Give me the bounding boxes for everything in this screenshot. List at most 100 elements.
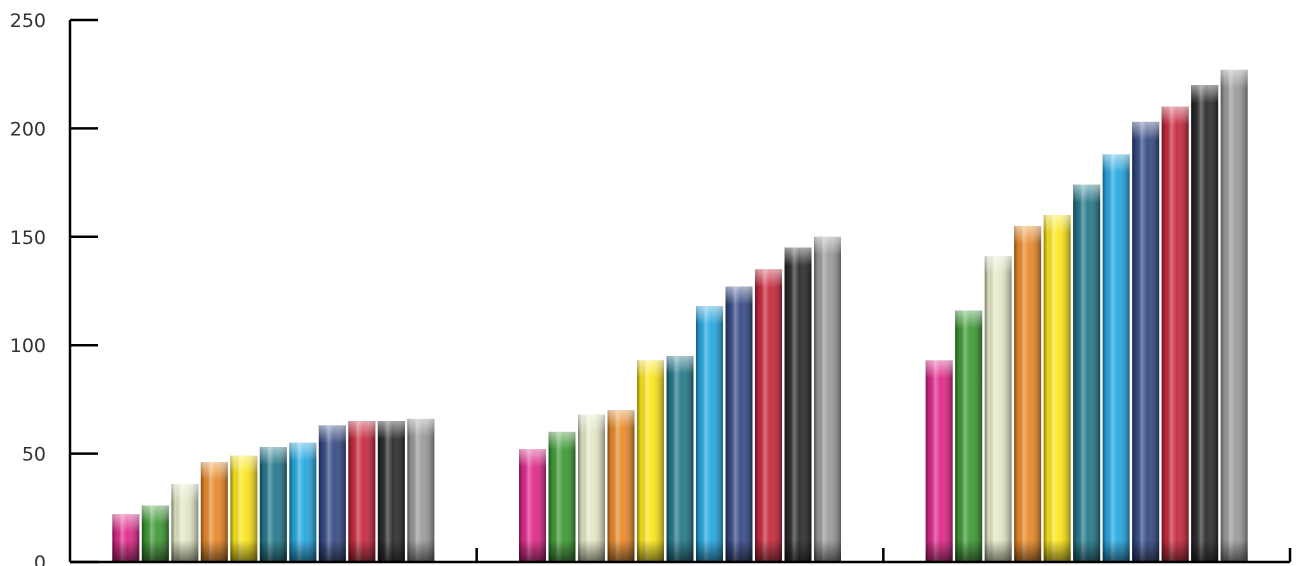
y-tick-label: 100 [10,335,46,357]
bar [666,356,694,562]
bar-top-gloss [814,236,841,255]
bar-top-gloss [377,421,405,440]
bar-sheen [377,421,405,562]
bar [755,269,782,562]
y-tick-label: 200 [10,118,46,140]
bar [814,236,841,563]
bar-top-gloss [407,418,435,437]
bar [200,462,228,562]
bar-sheen [814,236,841,563]
bar-base-shade [1014,540,1042,562]
bar [407,418,435,562]
bar [1073,184,1101,562]
bar-base-shade [955,540,983,562]
bar-base-shade [171,540,199,562]
bar [318,425,346,562]
bar-top-gloss [755,269,782,288]
bar [1161,106,1189,562]
bar [1043,215,1071,562]
bar-base-shade [230,540,258,562]
bar-sheen [755,269,782,562]
bar [984,256,1012,562]
bar-top-gloss [1220,69,1248,88]
bar-top-gloss [519,449,546,468]
bar-top-gloss [955,310,983,329]
bar-base-shade [984,540,1012,562]
bar-top-gloss [984,256,1012,275]
bar [171,483,199,562]
bar-top-gloss [666,356,694,375]
bar [348,421,376,562]
bar-sheen [666,356,694,562]
bar-sheen [984,256,1012,562]
bar-base-shade [407,540,435,562]
bar-sheen [348,421,376,562]
y-tick-label: 150 [10,227,46,249]
bar [230,455,258,562]
bar [696,306,723,562]
bar-top-gloss [259,447,287,466]
bars-group [112,69,1248,563]
bar-base-shade [725,540,753,562]
bar-top-gloss [1102,154,1130,173]
bar-base-shade [1191,540,1219,562]
bar-sheen [696,306,723,562]
bar [519,449,546,562]
bar-top-gloss [112,514,140,533]
x-axis-ticks [475,548,1292,562]
bar-base-shade [755,540,782,562]
bar-base-shade [784,540,812,562]
bar-base-shade [1043,540,1071,562]
bar-top-gloss [1043,215,1071,234]
bar-top-gloss [1161,106,1189,125]
bar-top-gloss [200,462,228,481]
bar-top-gloss [637,360,664,379]
bar [637,360,664,562]
bar-top-gloss [925,360,953,379]
bar-base-shade [548,540,576,562]
bar-sheen [955,310,983,562]
bar-top-gloss [607,410,635,429]
bar [1220,69,1248,562]
bar-top-gloss [696,306,723,325]
bar-sheen [607,410,635,562]
bar-top-gloss [1132,121,1160,140]
bar-sheen [784,247,812,562]
bar-base-shade [1132,540,1160,562]
bar-sheen [1043,215,1071,562]
y-tick-label: 0 [34,552,46,566]
bar [1014,225,1042,562]
bar-top-gloss [1191,85,1219,104]
y-tick-label: 50 [22,444,46,466]
bar-base-shade [814,540,841,562]
bar-top-gloss [318,425,346,444]
bar [141,505,169,562]
bar-base-shade [318,540,346,562]
bar-sheen [725,286,753,562]
bar-sheen [578,414,605,562]
bar-sheen [925,360,953,562]
bar-base-shade [289,540,317,562]
bar [289,442,317,562]
bar-top-gloss [1014,225,1042,244]
bar [1191,85,1219,562]
bar-sheen [1014,225,1042,562]
bar-base-shade [696,540,723,562]
bar-base-shade [141,540,169,562]
bar-sheen [1191,85,1219,562]
bar-base-shade [578,540,605,562]
bar-sheen [1102,154,1130,562]
bar-sheen [1220,69,1248,562]
bar [1132,121,1160,562]
bar-base-shade [637,540,664,562]
bar-sheen [1073,184,1101,562]
bar-top-gloss [289,442,317,461]
bar-top-gloss [230,455,258,474]
bar-top-gloss [725,286,753,305]
bar-top-gloss [141,505,169,524]
bar [578,414,605,562]
bar-top-gloss [548,431,576,450]
bar-top-gloss [171,483,199,502]
bar-base-shade [519,540,546,562]
